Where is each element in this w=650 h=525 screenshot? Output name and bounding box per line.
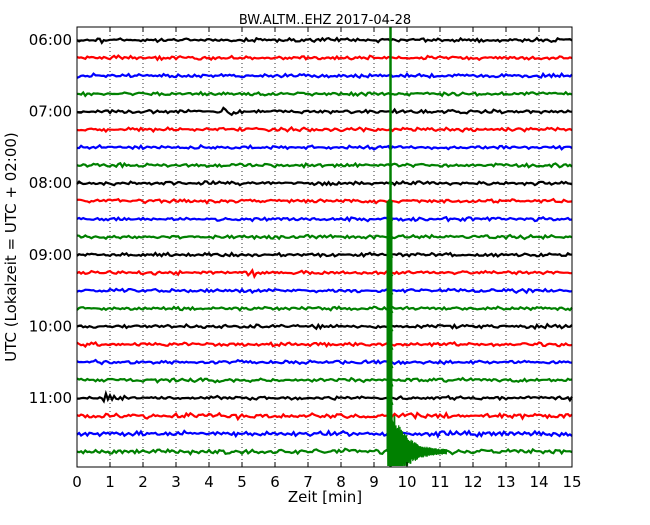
seismic-trace <box>76 125 573 134</box>
seismic-trace <box>76 106 573 117</box>
x-axis-label: Zeit [min] <box>288 488 362 506</box>
event-spike <box>386 201 393 452</box>
y-tick-layer: 06:00 07:00 08:00 09:00 10:00 11:00 <box>29 31 572 407</box>
event-coda <box>386 403 448 467</box>
chart-title: BW.ALTM..EHZ 2017-04-28 <box>239 13 411 28</box>
x-tick-label: 11 <box>430 473 449 491</box>
x-tick-label: 4 <box>204 473 214 491</box>
x-tick-label: 8 <box>336 473 346 491</box>
x-tick-label: 2 <box>138 473 148 491</box>
y-tick-label: 06:00 <box>29 31 72 49</box>
y-tick-label: 09:00 <box>29 246 72 264</box>
x-tick-label: 9 <box>369 473 379 491</box>
x-tick-label: 6 <box>270 473 280 491</box>
seismic-trace <box>77 143 573 152</box>
seismic-trace <box>76 90 573 98</box>
seismic-trace <box>76 71 573 79</box>
y-axis-label: UTC (Lokalzeit = UTC + 02:00) <box>2 132 20 362</box>
seismic-trace <box>76 268 572 280</box>
seismic-trace <box>76 340 573 349</box>
seismic-trace <box>76 161 573 169</box>
seismic-trace <box>76 376 573 384</box>
seismic-trace <box>76 410 573 422</box>
trace-layer <box>76 36 573 456</box>
x-tick-label: 12 <box>463 473 482 491</box>
seismic-trace <box>76 197 573 205</box>
seismic-trace <box>76 251 573 259</box>
x-tick-label: 14 <box>529 473 548 491</box>
seismic-trace <box>76 54 573 62</box>
seismic-trace <box>76 305 573 312</box>
x-tick-label: 13 <box>496 473 515 491</box>
seismic-trace <box>76 179 573 187</box>
x-tick-label: 0 <box>72 473 82 491</box>
seismic-trace <box>76 322 573 331</box>
x-tick-label: 1 <box>105 473 115 491</box>
y-tick-label: 11:00 <box>29 389 72 407</box>
x-tick-layer: 0 1 2 3 4 5 6 7 8 9 10 11 12 13 14 15 <box>72 27 582 491</box>
event-layer <box>386 27 448 467</box>
event-wiggle <box>388 181 393 186</box>
x-tick-label: 7 <box>303 473 313 491</box>
seismic-trace <box>76 215 573 223</box>
y-tick-label: 07:00 <box>29 103 72 121</box>
seismic-trace <box>76 233 573 241</box>
plot-frame <box>76 26 573 468</box>
seismic-trace <box>76 358 573 366</box>
x-tick-label: 10 <box>397 473 416 491</box>
seismic-trace <box>76 447 573 456</box>
x-tick-label: 3 <box>171 473 181 491</box>
seismic-trace <box>77 389 573 404</box>
x-tick-label: 15 <box>562 473 581 491</box>
seismic-trace <box>76 287 573 295</box>
y-tick-label: 08:00 <box>29 174 72 192</box>
seismic-trace <box>76 429 573 439</box>
x-tick-label: 5 <box>237 473 247 491</box>
y-tick-label: 10:00 <box>29 317 72 335</box>
seismic-trace <box>76 36 573 45</box>
grid-layer <box>109 27 540 467</box>
